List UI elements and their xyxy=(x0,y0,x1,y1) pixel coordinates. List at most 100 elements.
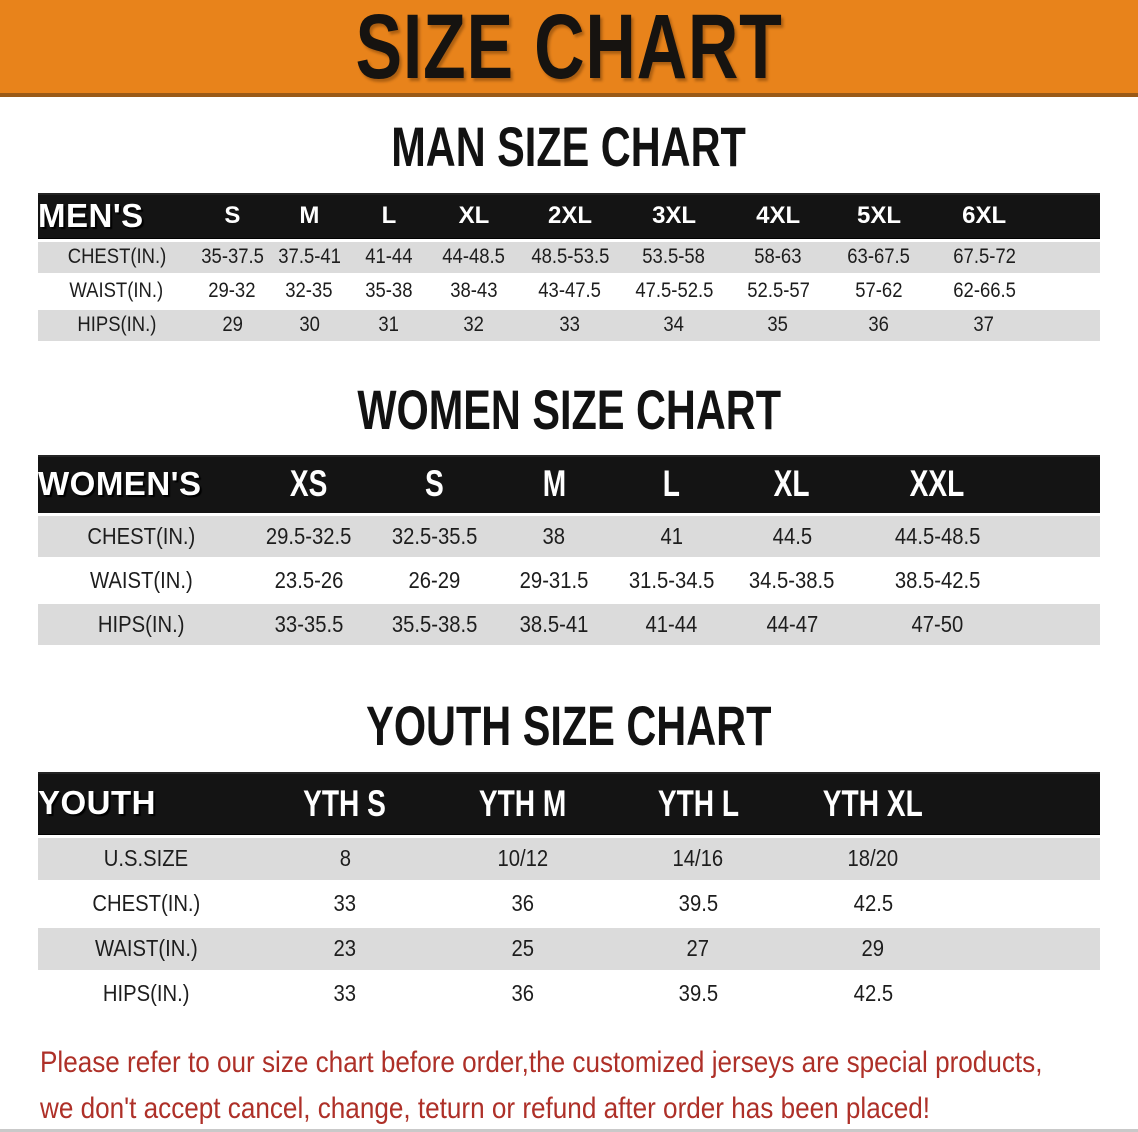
table-row: HIPS(IN.) 33 36 39.5 42.5 xyxy=(38,971,1100,1018)
size-value: 35-38 xyxy=(349,274,429,310)
size-value-text: 38-43 xyxy=(450,279,498,302)
size-column-header: YTH S xyxy=(255,772,436,836)
size-column-header: M xyxy=(270,193,350,240)
youth-heading: YOUTH SIZE CHART xyxy=(0,698,1138,754)
size-value-text: 30 xyxy=(299,313,320,336)
size-column-header: L xyxy=(611,455,731,515)
size-value: 38-43 xyxy=(428,274,520,310)
size-value: 39.5 xyxy=(610,881,786,928)
size-column-header: YTH XL xyxy=(786,772,961,836)
size-value: 14/16 xyxy=(610,834,786,883)
size-value: 26-29 xyxy=(372,558,497,604)
size-column-header: 3XL xyxy=(621,193,727,240)
size-value: 38.5-41 xyxy=(496,602,612,648)
measurement-label: U.S.SIZE xyxy=(38,834,255,883)
size-value: 23.5-26 xyxy=(245,558,373,604)
size-value-text: 33-35.5 xyxy=(274,611,344,637)
size-value: 44.5 xyxy=(731,513,853,560)
size-value-text: 35-38 xyxy=(365,279,413,302)
women-heading: WOMEN SIZE CHART xyxy=(0,377,1138,441)
measurement-label: WAIST(IN.) xyxy=(38,926,255,973)
table-row: CHEST(IN.) 33 36 39.5 42.5 xyxy=(38,881,1100,928)
table-row: CHEST(IN.) 35-37.5 37.5-41 41-44 44-48.5 48.5… xyxy=(38,238,1100,276)
size-value: 42.5 xyxy=(785,881,961,928)
size-value-text: 47-50 xyxy=(911,611,964,637)
size-value-text: 32-35 xyxy=(285,279,333,302)
size-value: 41-44 xyxy=(349,238,429,276)
size-column-header: S xyxy=(373,455,497,515)
size-value-text: 33 xyxy=(333,890,357,916)
women-heading-text: WOMEN SIZE CHART xyxy=(357,377,781,441)
size-value: 34 xyxy=(621,308,728,344)
size-column-header-text: L xyxy=(662,463,681,505)
size-value-text: 8 xyxy=(339,845,351,871)
size-value-text: 62-66.5 xyxy=(952,279,1016,302)
women-size-table: WOMEN'S XS S M L XL XXL CHEST(IN.) 29.5-32.5 32.5… xyxy=(38,454,1100,648)
notice-line-2: we don't accept cancel, change, teturn o… xyxy=(40,1086,1138,1132)
size-column-header-text: YTH S xyxy=(303,782,387,824)
row-spacer xyxy=(960,926,1100,973)
size-column-header-text: S xyxy=(224,201,241,229)
size-column-header: 4XL xyxy=(727,193,829,240)
measurement-label: HIPS(IN.) xyxy=(38,602,246,648)
size-value: 29-31.5 xyxy=(496,558,612,604)
size-column-header-text: YTH L xyxy=(657,782,739,824)
notice-line-1-text: Please refer to our size chart before or… xyxy=(40,1045,1043,1079)
size-value: 32-35 xyxy=(269,274,350,310)
size-value: 31 xyxy=(349,308,429,344)
size-value: 53.5-58 xyxy=(621,238,728,276)
size-value: 44.5-48.5 xyxy=(852,513,1023,560)
size-value-text: 33 xyxy=(333,980,357,1006)
youth-header-row: YOUTH YTH S YTH M YTH L YTH XL xyxy=(38,772,1100,836)
size-value: 39.5 xyxy=(610,971,786,1018)
size-value: 32 xyxy=(428,308,520,344)
table-row: WAIST(IN.) 29-32 32-35 35-38 38-43 43-47.5 47.… xyxy=(38,274,1100,310)
size-value: 44-48.5 xyxy=(428,238,520,276)
size-value-text: 31 xyxy=(378,313,400,336)
measurement-label-text: HIPS(IN.) xyxy=(103,980,190,1006)
size-value: 27 xyxy=(610,926,786,973)
size-value: 37.5-41 xyxy=(269,238,350,276)
measurement-label: WAIST(IN.) xyxy=(38,274,196,310)
size-column-header: M xyxy=(497,455,612,515)
row-spacer xyxy=(1022,602,1100,648)
size-column-header-text: XL xyxy=(774,463,810,505)
size-value-text: 33 xyxy=(559,313,581,336)
size-value-text: 44-47 xyxy=(766,611,818,637)
table-row: WAIST(IN.) 23 25 27 29 xyxy=(38,926,1100,973)
size-value: 35-37.5 xyxy=(195,238,270,276)
size-value: 33 xyxy=(254,881,436,928)
measurement-label-text: WAIST(IN.) xyxy=(90,567,193,593)
section-women: WOMEN SIZE CHART WOMEN'S XS S M L XL XXL CHEST(I… xyxy=(0,377,1138,648)
measurement-label: WAIST(IN.) xyxy=(38,558,246,604)
size-column-header: 2XL xyxy=(519,193,621,240)
size-value: 8 xyxy=(254,834,436,883)
size-value-text: 29.5-32.5 xyxy=(266,523,352,549)
size-value-text: 52.5-57 xyxy=(746,279,810,302)
size-value: 33-35.5 xyxy=(245,602,373,648)
size-value: 31.5-34.5 xyxy=(611,558,732,604)
row-spacer xyxy=(1039,274,1100,310)
size-value-text: 38 xyxy=(542,523,566,549)
size-column-header-text: M xyxy=(299,201,320,229)
measurement-label: CHEST(IN.) xyxy=(38,513,246,560)
size-column-header: L xyxy=(349,193,429,240)
size-value: 30 xyxy=(269,308,350,344)
size-value-text: 27 xyxy=(686,935,710,961)
size-value: 42.5 xyxy=(785,971,961,1018)
size-value: 29.5-32.5 xyxy=(245,513,373,560)
size-column-header: 5XL xyxy=(829,193,929,240)
size-value: 23 xyxy=(254,926,436,973)
size-value: 38.5-42.5 xyxy=(852,558,1023,604)
row-spacer xyxy=(1022,513,1100,560)
size-value-text: 41-44 xyxy=(645,611,698,637)
header-spacer xyxy=(961,772,1100,836)
size-value-text: 29-31.5 xyxy=(519,567,589,593)
table-row: HIPS(IN.) 29 30 31 32 33 34 35 36 37 xyxy=(38,308,1100,344)
size-value-text: 23 xyxy=(333,935,357,961)
measurement-label: HIPS(IN.) xyxy=(38,971,255,1018)
size-column-header-text: L xyxy=(381,201,397,229)
youth-heading-text: YOUTH SIZE CHART xyxy=(366,694,772,757)
measurement-label: CHEST(IN.) xyxy=(38,238,196,276)
women-header-row: WOMEN'S XS S M L XL XXL xyxy=(38,454,1100,515)
